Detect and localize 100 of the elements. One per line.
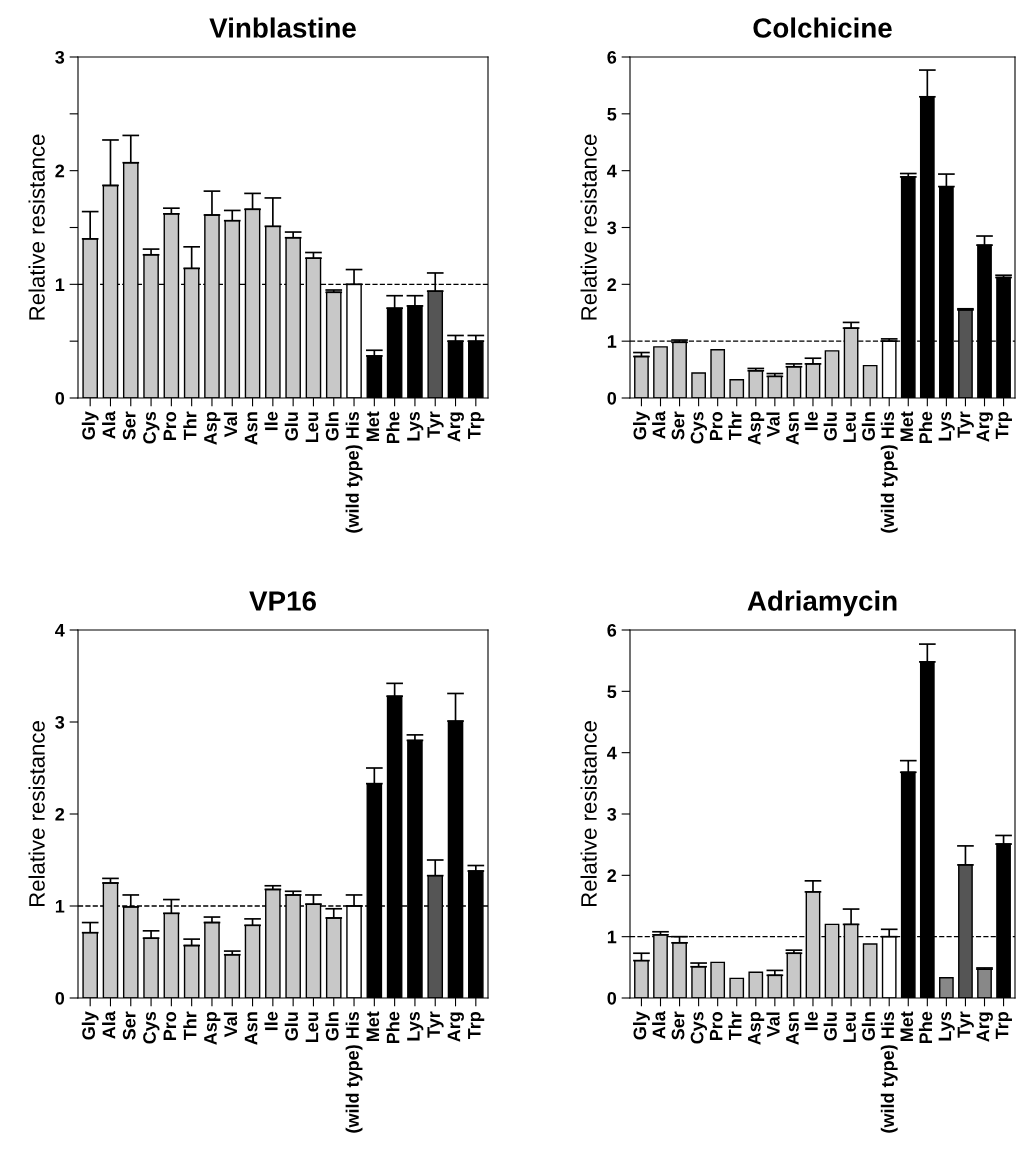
x-tick-label: Val [766,412,780,438]
x-tick-label: Met [366,411,380,442]
x-tick-label: (wild type) His [880,411,898,533]
y-tick-label: 2 [607,869,617,882]
x-tick-label: Ala [652,1011,666,1039]
x-tick-label: Glu [823,412,837,441]
x-tick-label: Gly [81,411,99,440]
x-tick-label: Ile [264,411,278,431]
x-tick-label: Thr [728,411,742,441]
x-tick-label: Glu [284,412,298,441]
x-tick-label: Lys [407,411,424,441]
chart-title: Vinblastine [209,17,356,38]
y-tick-label: 5 [607,685,617,699]
x-tick-label: Cys [143,411,160,444]
x-tick-label: Asn [244,412,258,445]
y-tick-label: 2 [55,807,65,821]
x-tick-label: Lys [407,1011,424,1041]
x-tick-label: Asp [748,411,765,445]
chart-title: Colchicine [753,17,892,38]
x-tick-label: Ala [102,1011,116,1039]
x-tick-label: Val [766,1012,780,1038]
x-tick-label: Thr [183,1011,197,1041]
x-tick-label: Ser [671,1011,685,1040]
x-tick-label: Gln [861,1012,875,1041]
x-tick-label: Asp [748,1011,765,1045]
x-tick-label: Trp [995,411,1012,440]
y-tick-label: 2 [55,164,65,178]
x-tick-label: (wild type) His [345,1011,363,1133]
x-tick-label: Asn [244,1012,258,1045]
x-tick-label: Val [223,412,238,438]
x-tick-label: Ala [652,411,666,439]
x-tick-label: Arg [976,1012,993,1042]
x-tick-label: Tyr [957,411,974,438]
y-tick-label: 3 [607,221,617,235]
x-tick-label: Pro [163,1011,177,1041]
x-tick-label: Leu [305,412,319,443]
y-tick-label: 0 [607,991,617,1005]
x-tick-label: Phe [386,411,400,444]
y-tick-label: 1 [55,900,65,913]
y-tick-label: 2 [607,278,617,291]
x-tick-label: Trp [468,411,485,440]
x-tick-label: Tyr [427,1011,444,1038]
y-tick-label: 5 [607,107,617,121]
x-tick-label: Pro [709,1011,723,1041]
x-tick-label: Arg [447,412,464,442]
x-tick-label: Pro [163,411,177,441]
x-tick-label: Leu [843,412,856,443]
y-tick-label: 0 [55,391,65,405]
y-tick-label: 0 [607,391,617,405]
x-tick-label: Arg [976,412,993,442]
x-tick-label: Thr [728,1011,742,1041]
x-tick-label: Ile [264,1011,278,1031]
x-tick-label: Met [900,411,914,442]
x-tick-label: Phe [918,1011,933,1044]
x-tick-label: Trp [468,1011,485,1040]
y-tick-label: 0 [55,991,65,1005]
x-tick-label: Lys [938,411,955,441]
y-tick-label: 1 [607,335,617,348]
x-tick-label: Trp [995,1011,1012,1040]
x-tick-label: Leu [843,1012,856,1043]
x-tick-label: Ile [804,411,818,431]
chart-title: VP16 [249,591,316,611]
y-tick-label: 1 [55,278,65,291]
x-tick-label: Leu [305,1012,319,1043]
x-tick-label: Tyr [957,1011,974,1038]
x-tick-label: Ile [804,1011,818,1031]
x-tick-label: Glu [823,1012,837,1041]
y-tick-label: 4 [607,164,617,178]
x-tick-label: Cys [143,1011,160,1044]
y-tick-label: 1 [607,930,617,944]
x-tick-label: Gln [325,1012,339,1041]
x-tick-label: Ala [102,411,116,439]
x-tick-label: Gly [81,1011,99,1040]
y-tick-label: 3 [55,715,65,729]
x-tick-label: Val [223,1012,238,1038]
x-tick-label: Gln [325,412,339,441]
x-tick-label: Met [900,1011,914,1042]
x-tick-label: Met [366,1011,380,1042]
x-tick-label: Phe [386,1011,400,1044]
x-tick-label: Asn [786,412,799,445]
x-tick-label: (wild type) His [880,1011,898,1133]
x-tick-label: Gln [861,412,875,441]
x-tick-label: Tyr [427,411,444,438]
x-tick-label: Asn [786,1012,799,1045]
y-axis-title: Relative resistance [28,134,45,320]
y-tick-label: 3 [607,807,617,821]
y-tick-label: 6 [607,623,617,637]
x-tick-label: Ser [671,411,685,440]
y-axis-title: Relative resistance [580,134,597,320]
x-tick-label: Lys [938,1011,955,1041]
x-tick-label: Arg [447,1012,464,1042]
chart-title: Adriamycin [747,590,897,617]
y-tick-label: 4 [607,746,617,760]
x-tick-label: Pro [709,411,723,441]
y-tick-label: 3 [55,50,65,64]
x-tick-label: Glu [284,1012,298,1041]
x-tick-label: Thr [183,411,197,441]
y-axis-title: Relative resistance [28,721,45,907]
y-tick-label: 6 [607,50,617,64]
x-tick-label: Asp [204,411,221,445]
